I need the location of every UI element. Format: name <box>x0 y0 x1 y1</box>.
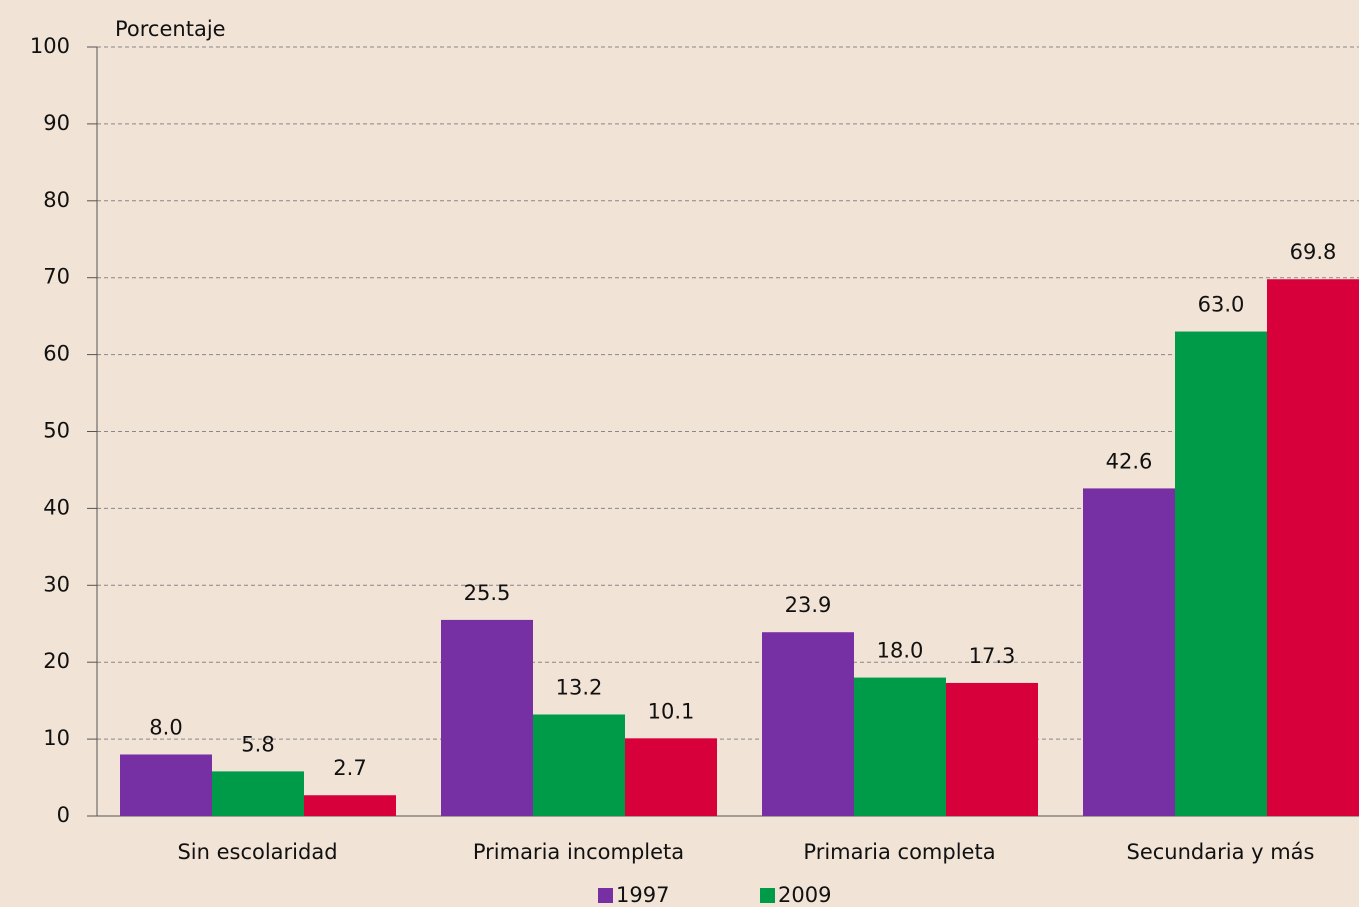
legend-swatch <box>760 888 775 903</box>
data-label: 69.8 <box>1290 240 1337 264</box>
data-label: 23.9 <box>785 593 832 617</box>
data-label: 10.1 <box>648 699 695 723</box>
x-tick-label: Primaria incompleta <box>473 840 684 864</box>
y-tick-label: 0 <box>57 803 70 827</box>
data-label: 13.2 <box>556 675 603 699</box>
data-label: 25.5 <box>464 581 511 605</box>
bar <box>1175 331 1267 816</box>
x-tick-label: Sin escolaridad <box>177 840 337 864</box>
y-tick-label: 100 <box>30 34 70 58</box>
data-label: 2.7 <box>333 756 366 780</box>
data-label: 18.0 <box>877 639 924 663</box>
bar <box>625 738 717 816</box>
data-label: 8.0 <box>149 715 182 739</box>
data-label: 63.0 <box>1198 293 1245 317</box>
y-tick-label: 80 <box>43 188 70 212</box>
bar <box>533 714 625 816</box>
y-tick-label: 90 <box>43 111 70 135</box>
y-tick-label: 20 <box>43 649 70 673</box>
x-tick-label: Primaria completa <box>803 840 995 864</box>
bar <box>1083 488 1175 816</box>
legend-label: 2009 <box>778 883 831 907</box>
y-tick-label: 10 <box>43 726 70 750</box>
y-tick-label: 60 <box>43 342 70 366</box>
bar <box>212 771 304 816</box>
x-tick-label: Secundaria y más <box>1127 840 1315 864</box>
bar <box>1267 279 1359 816</box>
bar <box>854 677 946 816</box>
data-label: 17.3 <box>969 644 1016 668</box>
y-tick-label: 70 <box>43 265 70 289</box>
y-tick-label: 50 <box>43 419 70 443</box>
legend-label: 1997 <box>616 883 669 907</box>
data-label: 42.6 <box>1106 449 1153 473</box>
bar <box>304 795 396 816</box>
legend-swatch <box>598 888 613 903</box>
bar <box>762 632 854 816</box>
y-tick-label: 30 <box>43 572 70 596</box>
bar <box>946 682 1038 816</box>
y-axis-label: Porcentaje <box>115 17 226 41</box>
y-tick-label: 40 <box>43 495 70 519</box>
bar <box>120 754 212 816</box>
bar <box>441 619 533 816</box>
data-label: 5.8 <box>241 732 274 756</box>
